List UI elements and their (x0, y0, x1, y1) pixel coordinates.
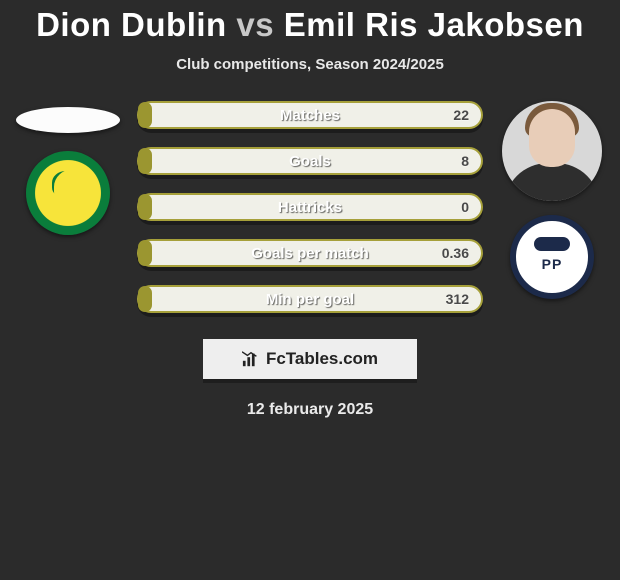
stat-pill: Goals8 (137, 147, 483, 175)
brand-box: FcTables.com (203, 339, 417, 379)
player2-club-crest: PP (510, 215, 594, 299)
player2-name: Emil Ris Jakobsen (284, 6, 584, 43)
stat-value-right: 0.36 (442, 245, 469, 261)
right-side: PP (501, 101, 603, 299)
player1-name: Dion Dublin (36, 6, 227, 43)
stats-column: Matches22 Goals8 Hattricks0 Goals per match… (137, 101, 483, 313)
stat-label: Matches (139, 107, 481, 124)
stat-value-right: 0 (461, 199, 469, 215)
vs-text: vs (236, 6, 274, 43)
stat-pill: Goals per match0.36 (137, 239, 483, 267)
player1-club-crest (26, 151, 110, 235)
date-text: 12 february 2025 (0, 401, 620, 419)
player2-avatar (502, 101, 602, 201)
stat-value-right: 22 (453, 107, 469, 123)
infographic-container: Dion Dublin vs Emil Ris Jakobsen Club co… (0, 0, 620, 419)
stat-value-right: 312 (446, 291, 469, 307)
brand-text: FcTables.com (266, 349, 378, 369)
main-row: Matches22 Goals8 Hattricks0 Goals per match… (0, 101, 620, 313)
bar-chart-icon (242, 350, 260, 368)
avatar-face (529, 109, 575, 167)
crest-text: PP (542, 256, 563, 272)
player1-avatar (16, 107, 120, 133)
stat-label: Goals (139, 153, 481, 170)
stat-pill: Min per goal312 (137, 285, 483, 313)
avatar-shoulders (504, 163, 600, 201)
stat-pill: Matches22 (137, 101, 483, 129)
stat-value-right: 8 (461, 153, 469, 169)
stat-label: Hattricks (139, 199, 481, 216)
stat-pill: Hattricks0 (137, 193, 483, 221)
left-side (17, 101, 119, 235)
stat-label: Goals per match (139, 245, 481, 262)
subtitle: Club competitions, Season 2024/2025 (0, 56, 620, 73)
stat-label: Min per goal (139, 291, 481, 308)
comparison-title: Dion Dublin vs Emil Ris Jakobsen (0, 6, 620, 44)
